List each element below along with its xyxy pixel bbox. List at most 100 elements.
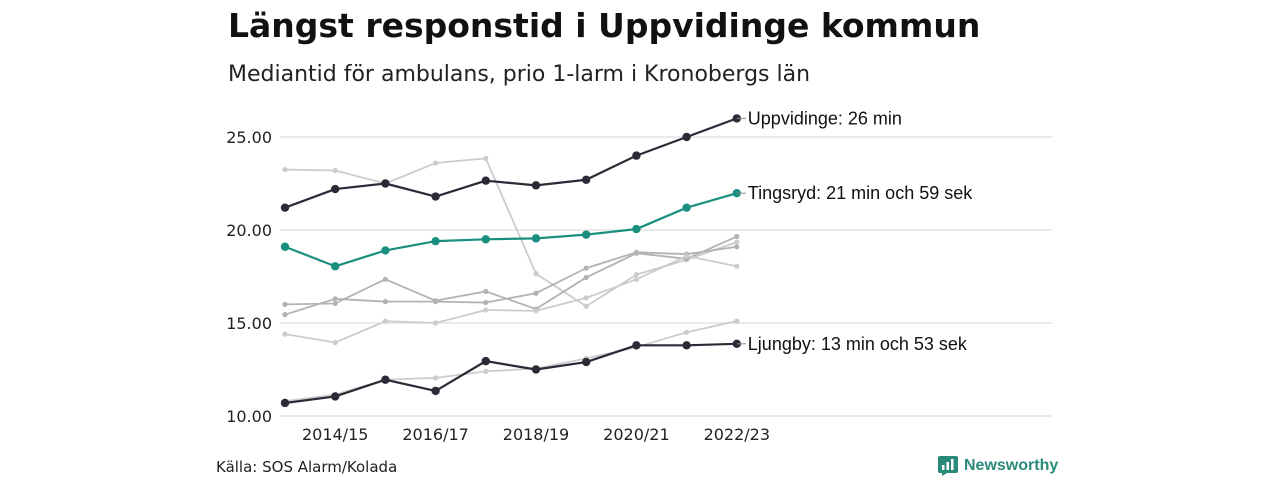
series-line	[284, 255, 737, 344]
brand-logo[interactable]: Newsworthy	[938, 456, 1058, 476]
data-point	[483, 307, 489, 313]
data-point	[684, 253, 690, 259]
series-line	[284, 157, 738, 308]
data-point	[381, 375, 390, 384]
data-point	[481, 235, 490, 244]
series-end-label: Tingsryd: 21 min och 59 sek	[748, 183, 973, 203]
data-point	[533, 290, 539, 296]
series-line	[284, 192, 738, 268]
data-point	[332, 300, 338, 307]
data-point	[382, 299, 388, 305]
data-point	[734, 239, 740, 245]
data-point	[583, 295, 589, 301]
data-point	[633, 272, 640, 278]
data-point	[331, 184, 340, 194]
x-tick-label: 2022/23	[704, 425, 770, 444]
data-point	[734, 263, 740, 269]
series-other-5	[282, 244, 740, 318]
series-line	[284, 117, 738, 209]
x-axis-ticks: 2014/15 2016/17 2018/19 2020/21 2022/23	[302, 425, 770, 444]
newsworthy-logo-icon	[938, 456, 958, 476]
series-end-label: Ljungby: 13 min och 53 sek	[748, 334, 968, 354]
line-chart: 10.00 15.00 20.00 25.00 2014/15 2016/17 2018/…	[226, 108, 1052, 444]
data-point	[382, 318, 388, 324]
data-point	[481, 356, 490, 366]
data-point	[280, 242, 290, 251]
data-point	[632, 224, 641, 234]
data-point	[431, 386, 440, 396]
series-ljungby	[280, 339, 741, 408]
x-tick-label: 2016/17	[402, 425, 468, 444]
chart-subtitle: Mediantid för ambulans, prio 1-larm i Kr…	[228, 62, 811, 87]
data-point	[632, 151, 641, 160]
series-end-label: Uppvidinge: 26 min	[748, 108, 902, 128]
data-point	[433, 375, 439, 381]
y-tick-label: 25.00	[226, 128, 272, 147]
series-line	[284, 320, 737, 403]
data-point	[381, 179, 390, 188]
data-point	[332, 296, 338, 302]
data-point	[583, 265, 589, 271]
data-point	[332, 339, 338, 346]
data-point	[684, 329, 690, 335]
y-axis-ticks: 10.00 15.00 20.00 25.00	[226, 128, 272, 426]
series-line	[284, 245, 737, 316]
data-point	[280, 203, 290, 212]
data-point	[633, 276, 640, 282]
data-point	[331, 392, 340, 401]
data-point	[433, 320, 439, 326]
y-tick-label: 20.00	[226, 221, 272, 240]
data-point	[382, 276, 388, 282]
x-tick-label: 2018/19	[503, 425, 569, 444]
data-point	[431, 236, 440, 246]
y-tick-label: 15.00	[226, 314, 272, 333]
data-point	[282, 166, 288, 173]
data-point	[582, 175, 591, 184]
brand-name: Newsworthy	[964, 457, 1059, 474]
series-uppvidinge	[280, 114, 741, 212]
series-other-3	[282, 155, 740, 309]
data-point	[734, 233, 740, 240]
series-lines	[280, 114, 741, 408]
data-point	[734, 318, 740, 324]
series-end-labels: Uppvidinge: 26 min Tingsryd: 21 min och 5…	[736, 108, 973, 354]
data-point	[582, 230, 591, 239]
data-point	[483, 299, 489, 306]
data-point	[531, 365, 541, 374]
y-tick-label: 10.00	[226, 407, 272, 426]
data-point	[483, 155, 489, 161]
data-point	[682, 132, 691, 142]
data-point	[433, 299, 439, 305]
data-point	[282, 312, 288, 318]
source-note: Källa: SOS Alarm/Kolada	[216, 458, 398, 476]
data-point	[633, 249, 640, 255]
data-point	[531, 181, 541, 190]
data-point	[433, 160, 439, 166]
chart-title: Längst responstid i Uppvidinge kommun	[228, 6, 981, 45]
data-point	[632, 341, 641, 350]
data-point	[381, 246, 390, 255]
data-point	[481, 176, 490, 185]
series-line	[284, 342, 737, 405]
data-point	[583, 303, 589, 309]
data-point	[582, 357, 591, 367]
series-tingsryd	[280, 188, 741, 271]
data-point	[583, 274, 589, 281]
data-point	[282, 301, 288, 307]
data-point	[531, 234, 541, 243]
data-point	[483, 368, 489, 374]
data-point	[431, 192, 440, 201]
grid-lines	[280, 136, 1052, 417]
data-point	[682, 341, 691, 350]
data-point	[331, 262, 340, 271]
data-point	[282, 331, 288, 337]
series-line	[284, 235, 738, 310]
data-point	[332, 167, 338, 174]
x-tick-label: 2014/15	[302, 425, 368, 444]
data-point	[533, 271, 539, 277]
data-point	[734, 244, 740, 250]
series-other-6	[282, 253, 740, 346]
data-point	[280, 398, 290, 408]
x-tick-label: 2020/21	[603, 425, 669, 444]
data-point	[682, 203, 691, 212]
